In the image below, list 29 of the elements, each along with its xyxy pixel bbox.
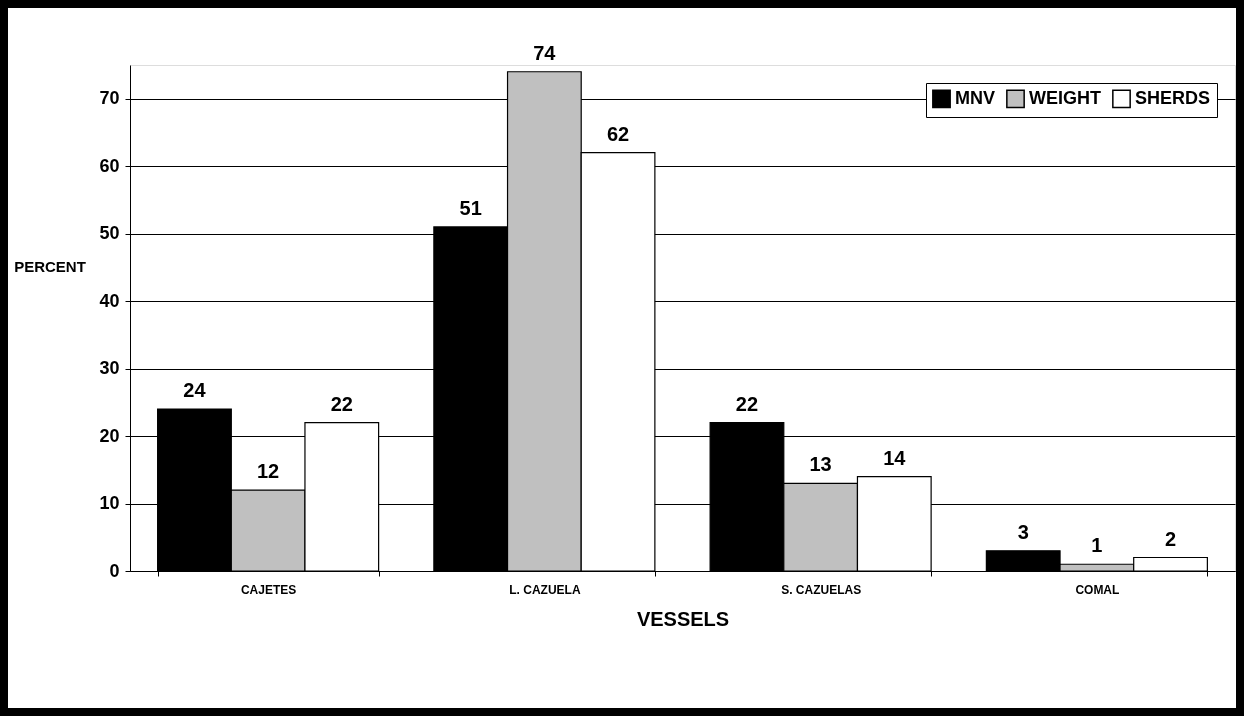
x-axis-title: VESSELS	[636, 607, 730, 630]
data-label: 2	[1164, 527, 1177, 550]
data-label: 74	[533, 41, 557, 64]
data-label: 14	[883, 446, 907, 469]
data-label: 51	[459, 196, 482, 219]
data-label: 13	[809, 453, 832, 476]
x-tick-label: COMAL	[1075, 582, 1120, 597]
y-tick-label: 10	[99, 493, 120, 514]
data-label: 12	[257, 460, 280, 483]
legend-label: MNV	[955, 87, 995, 108]
data-label: 22	[330, 392, 353, 415]
x-tick-label: S. CAZUELAS	[781, 582, 862, 597]
y-axis-title: PERCENT	[14, 258, 86, 276]
data-label: 22	[735, 392, 759, 415]
y-tick-label: 70	[99, 88, 120, 109]
data-label: 3	[1017, 520, 1029, 543]
y-tick-label: 20	[99, 425, 120, 446]
y-tick-label: 30	[99, 358, 120, 379]
y-tick-label: 0	[109, 560, 120, 581]
x-tick-label: L. CAZUELA	[509, 582, 581, 597]
y-tick-label: 40	[99, 290, 120, 311]
data-label: 24	[183, 379, 207, 402]
legend-label: SHERDS	[1135, 87, 1211, 108]
y-tick-label: 60	[99, 155, 120, 176]
x-tick-label: CAJETES	[240, 582, 297, 597]
legend-label: WEIGHT	[1029, 87, 1101, 108]
data-label: 62	[606, 122, 630, 145]
y-tick-label: 50	[99, 223, 120, 244]
data-label: 1	[1091, 534, 1103, 557]
